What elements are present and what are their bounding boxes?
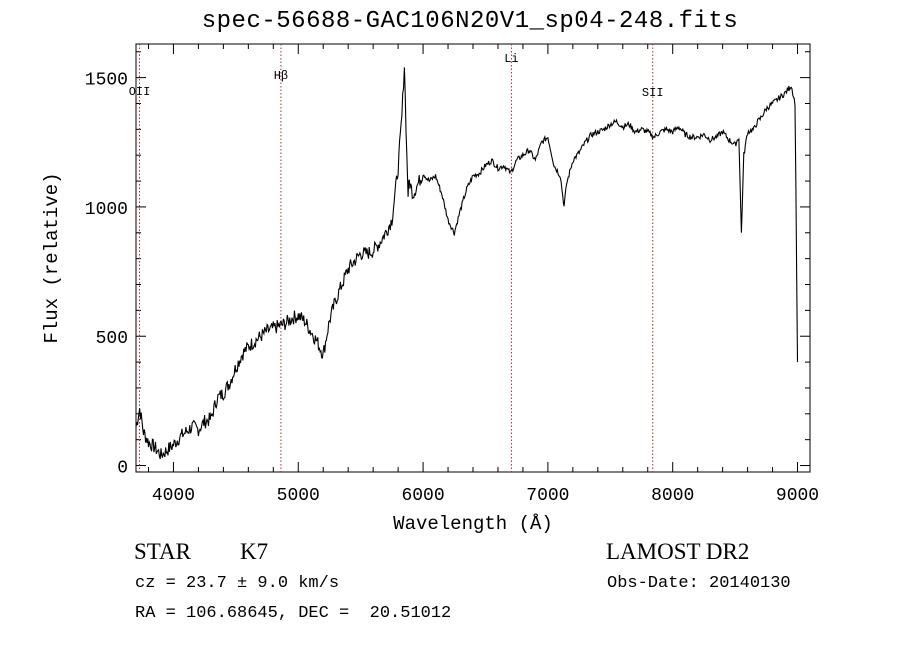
plot-frame <box>135 43 811 473</box>
x-tick-label: 5000 <box>277 486 320 506</box>
obs-date-text: Obs-Date: 20140130 <box>607 574 791 593</box>
y-tick-label: 1000 <box>85 200 128 220</box>
x-axis-label: Wavelength (Å) <box>393 513 553 535</box>
y-tick-label: 1500 <box>85 71 128 91</box>
x-tick-label: 7000 <box>526 486 569 506</box>
spectral-line-label: OII <box>129 85 151 99</box>
y-axis-label: Flux (relative) <box>41 172 63 343</box>
x-tick-label: 4000 <box>152 486 195 506</box>
x-tick-label: 9000 <box>776 486 819 506</box>
y-tick-label: 0 <box>117 459 128 479</box>
redshift-text: cz = 23.7 ± 9.0 km/s <box>135 574 340 593</box>
spectral-line-label: Hβ <box>274 69 288 83</box>
chart-title: spec-56688-GAC106N20V1_sp04-248.fits <box>201 8 739 35</box>
spectral-line-label: Li <box>504 52 518 66</box>
x-tick-label: 8000 <box>651 486 694 506</box>
spectrum-line <box>135 67 799 460</box>
spectral-line-label: SII <box>642 86 664 100</box>
object-subclass: K7 <box>240 539 269 564</box>
survey-label: LAMOST DR2 <box>606 539 750 564</box>
object-class: STAR <box>134 539 191 564</box>
coordinates-text: RA = 106.68645, DEC = 20.51012 <box>135 604 452 623</box>
y-tick-label: 500 <box>96 329 128 349</box>
x-tick-label: 6000 <box>401 486 444 506</box>
